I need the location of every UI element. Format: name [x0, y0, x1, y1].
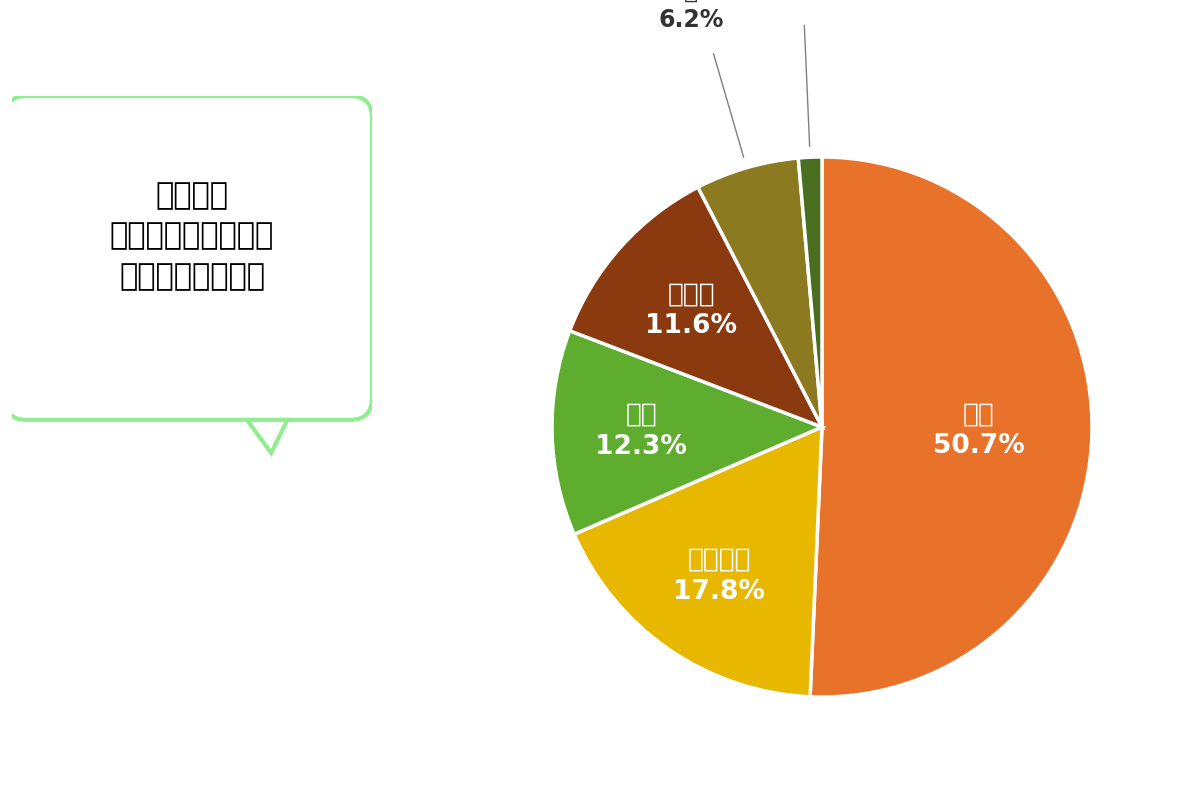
Polygon shape	[228, 394, 300, 453]
Wedge shape	[698, 158, 822, 427]
Wedge shape	[552, 330, 822, 534]
Text: そのほか
1.4%: そのほか 1.4%	[785, 0, 851, 3]
Text: 鉄道
50.7%: 鉄道 50.7%	[932, 402, 1025, 459]
Text: ペットと
利用したことのある
公共交通機関は？: ペットと 利用したことのある 公共交通機関は？	[110, 181, 274, 291]
Text: 船
6.2%: 船 6.2%	[659, 0, 724, 32]
Wedge shape	[575, 427, 822, 697]
Text: 飛行機
11.6%: 飛行機 11.6%	[646, 281, 737, 339]
Wedge shape	[570, 187, 822, 427]
Wedge shape	[810, 157, 1092, 697]
FancyBboxPatch shape	[232, 376, 296, 398]
Text: タクシー
17.8%: タクシー 17.8%	[673, 547, 766, 605]
FancyBboxPatch shape	[5, 96, 372, 420]
Text: バス
12.3%: バス 12.3%	[595, 402, 688, 460]
Wedge shape	[798, 157, 822, 427]
